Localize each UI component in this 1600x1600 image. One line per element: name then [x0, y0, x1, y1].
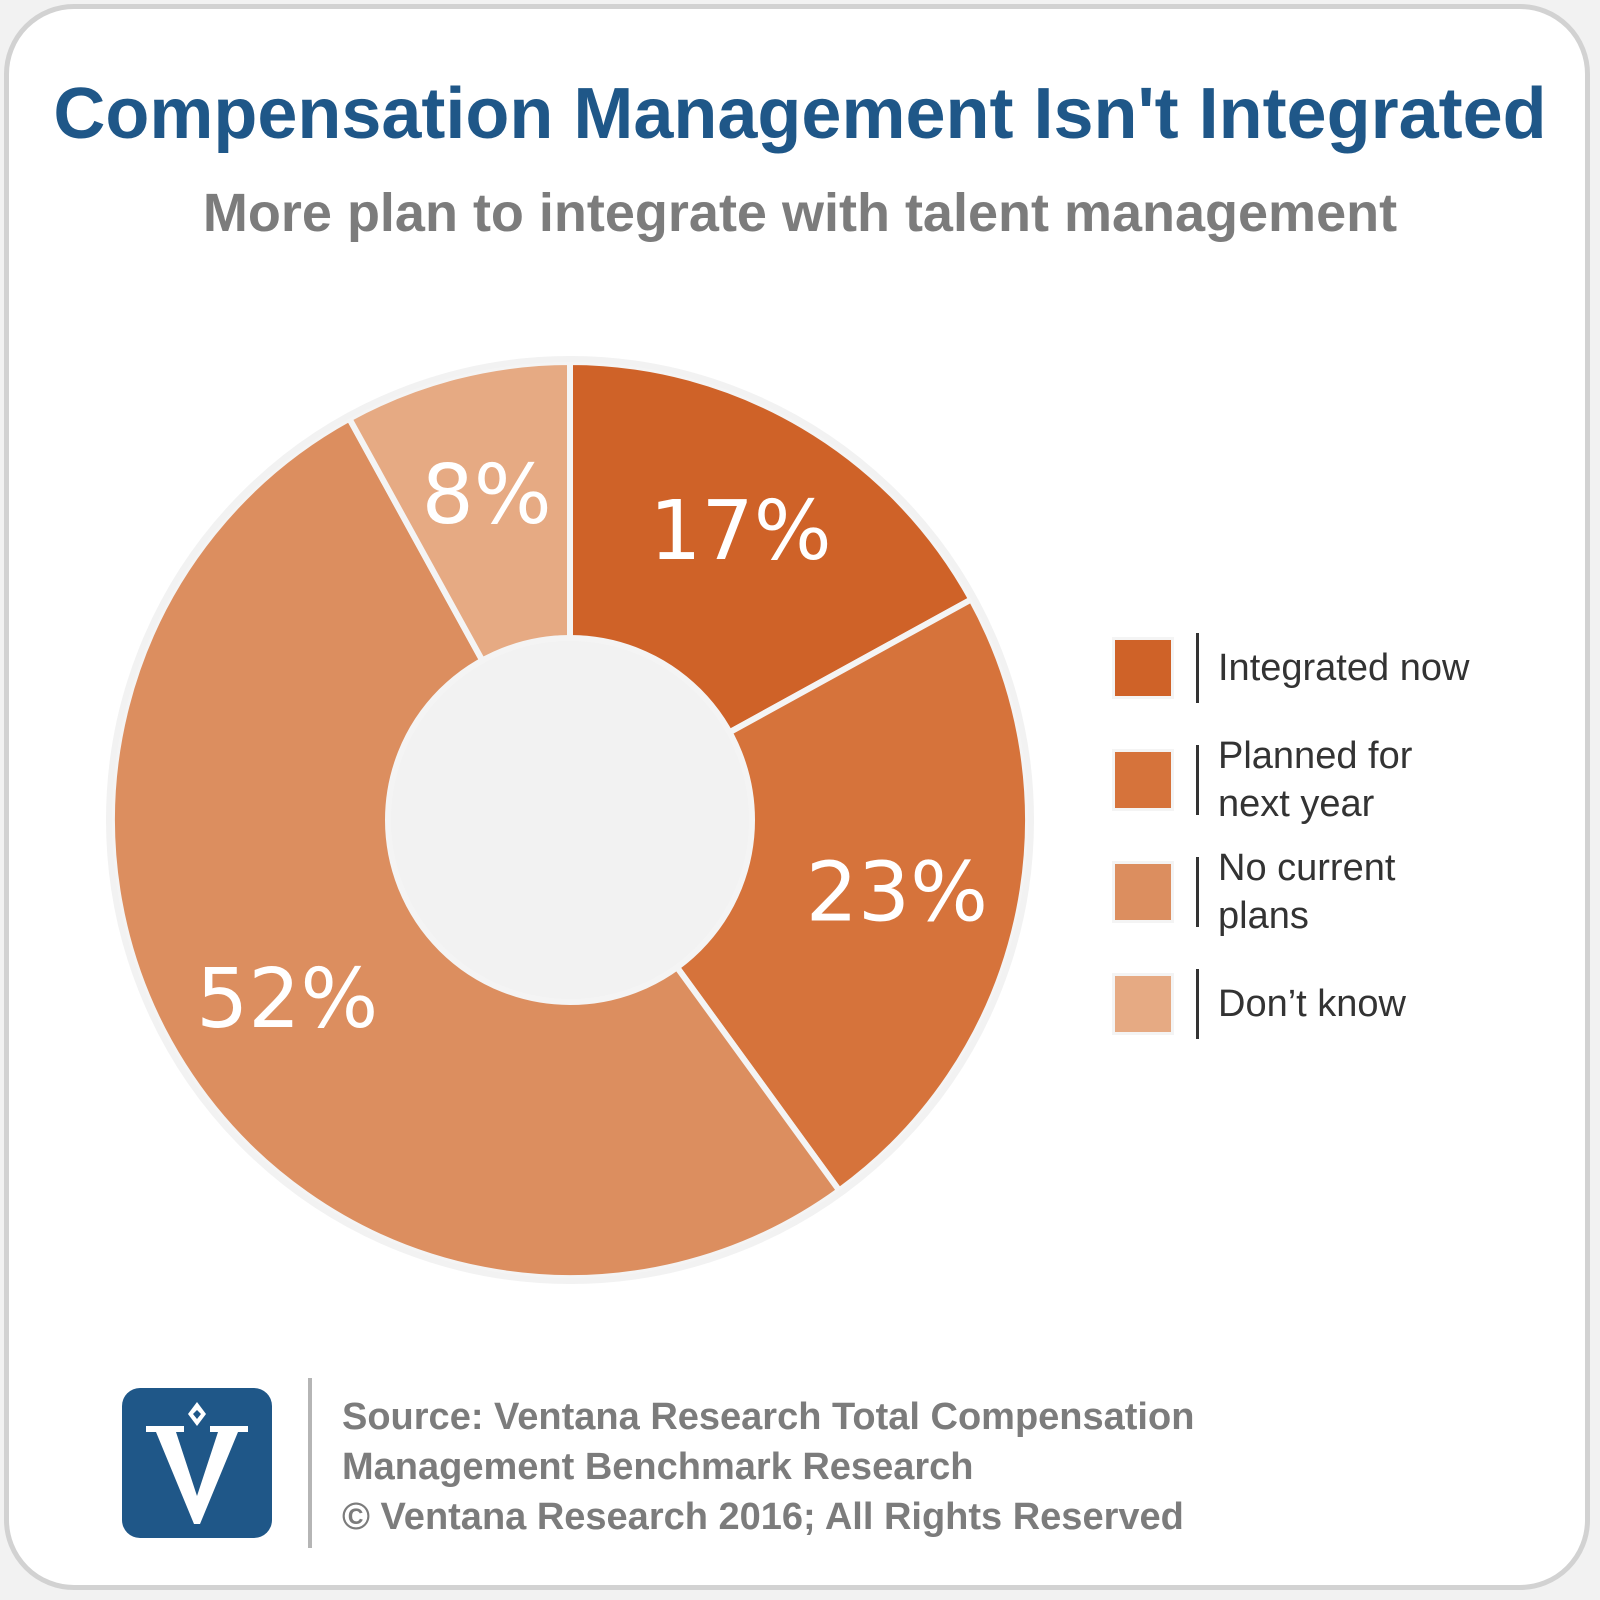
legend-label: Planned for next year [1218, 735, 1413, 825]
legend-label: Integrated now [1218, 647, 1470, 689]
legend-label: Don’t know [1218, 983, 1406, 1025]
legend-swatch [1112, 749, 1174, 811]
legend-separator [1196, 857, 1199, 927]
legend-label: No current plans [1218, 847, 1396, 937]
legend-separator [1196, 745, 1199, 815]
legend-swatch [1112, 637, 1174, 699]
chart-title: Compensation Management Isn't Integrated [53, 74, 1547, 154]
legend-separator [1196, 969, 1199, 1039]
slice-planned-for-next-year [567, 596, 1031, 1194]
legend-swatch [1112, 973, 1174, 1035]
source-note: Source: Ventana Research Total Compensat… [342, 1396, 1195, 1538]
data-label: 17% [649, 484, 831, 579]
ventana-v-logo-icon [122, 1388, 272, 1538]
data-label: 8% [422, 448, 552, 543]
chart-subtitle: More plan to integrate with talent manag… [202, 183, 1398, 243]
data-label: 52% [196, 952, 378, 1047]
footer-divider [308, 1378, 312, 1548]
donut-hole [385, 635, 755, 1005]
donut-chart: 17% 23% 52% 8% [106, 356, 1034, 1284]
donut-outline [106, 356, 1034, 1284]
legend-separator [1196, 633, 1199, 703]
data-label: 23% [806, 846, 988, 941]
legend-swatch [1112, 861, 1174, 923]
